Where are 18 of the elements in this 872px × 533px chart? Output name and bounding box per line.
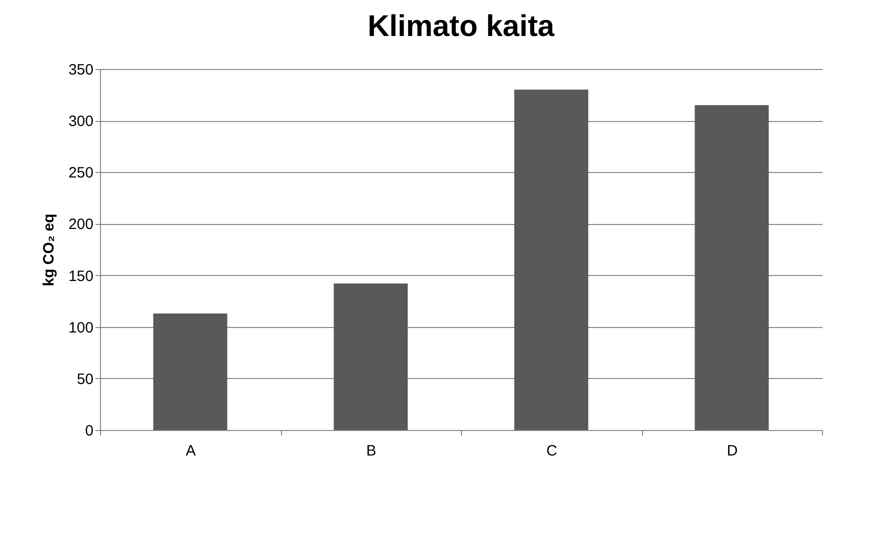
y-tick-label: 100 [68, 319, 94, 336]
y-tick-label: 0 [85, 422, 94, 440]
y-axis-title: kg CO₂ eq [40, 214, 58, 286]
bar [153, 313, 228, 430]
y-tick-label: 150 [68, 268, 94, 285]
x-tick-label: A [186, 442, 196, 460]
y-tick-label: 350 [68, 62, 94, 78]
x-tick-label: C [546, 442, 558, 460]
x-tick-label: D [726, 442, 738, 460]
y-tick-label: 250 [68, 164, 94, 182]
y-tick-label: 300 [68, 113, 94, 130]
bar [334, 284, 408, 430]
y-tick-label: 50 [76, 370, 94, 388]
bar [694, 105, 769, 430]
x-tick-label: B [366, 442, 376, 460]
bar [514, 90, 588, 430]
chart-title: Klimato kaita [368, 10, 555, 43]
y-tick-label: 200 [68, 216, 94, 234]
